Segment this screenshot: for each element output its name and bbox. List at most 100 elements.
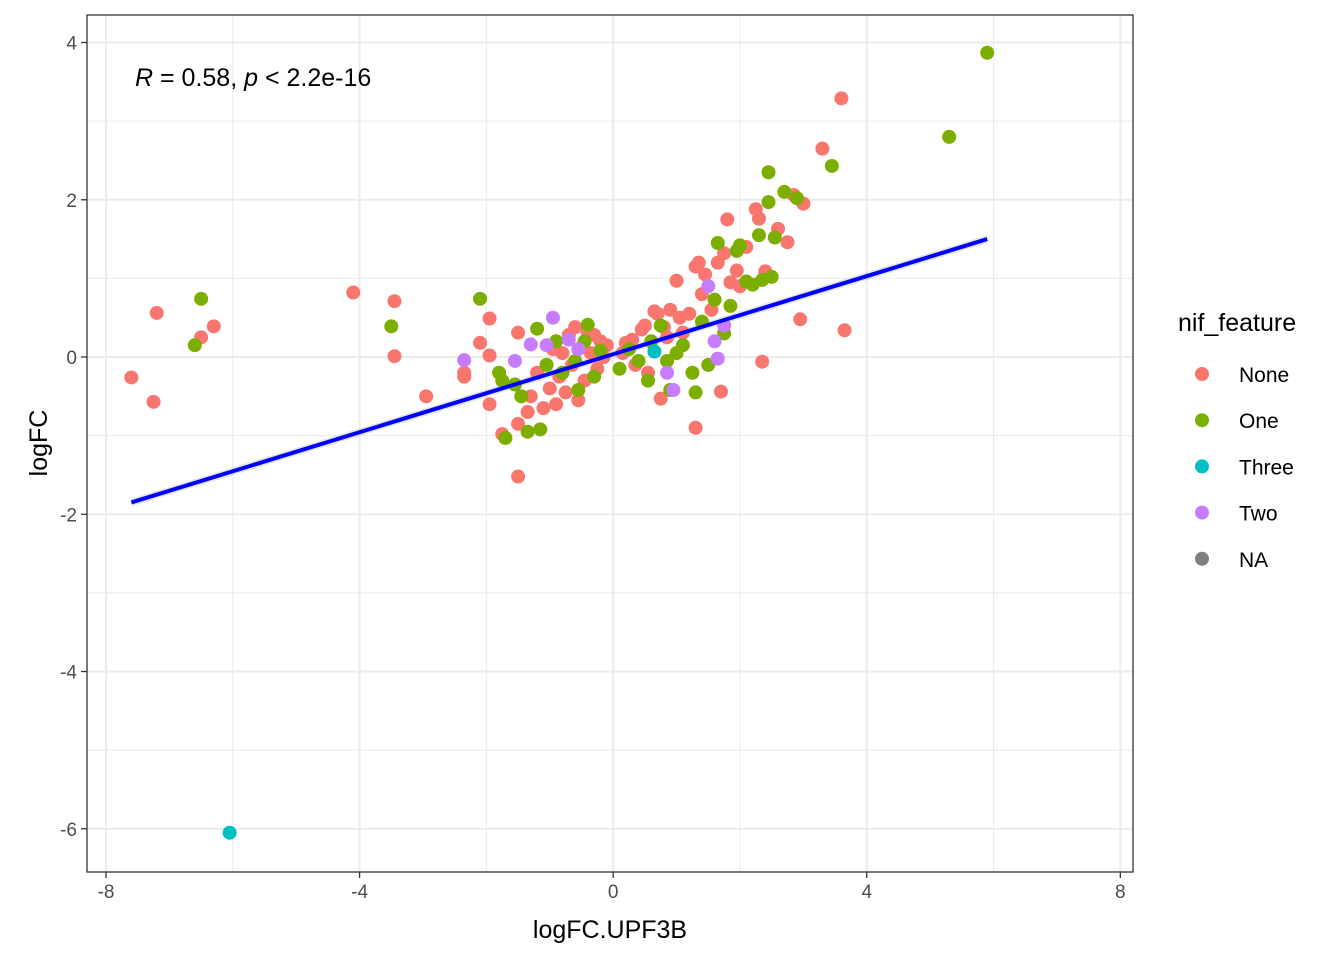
point-two <box>561 332 576 347</box>
legend-label-one: One <box>1239 410 1279 433</box>
plot-border <box>86 14 1134 873</box>
point-one <box>761 195 776 210</box>
point-two <box>523 337 538 352</box>
points-layer <box>124 45 995 840</box>
point-none <box>682 306 697 321</box>
point-one <box>764 269 779 284</box>
point-none <box>815 141 830 156</box>
legend-key-none <box>1195 367 1209 381</box>
legend-key-one <box>1195 413 1209 428</box>
r-symbol: R <box>135 64 153 92</box>
point-one <box>194 291 209 306</box>
point-none <box>482 397 497 412</box>
p-symbol: p <box>243 64 258 92</box>
point-one <box>631 353 646 368</box>
legend-title: nif_feature <box>1178 309 1296 337</box>
point-one <box>707 292 722 307</box>
point-none <box>482 348 497 363</box>
p-value: < 2.2e-16 <box>258 64 371 92</box>
point-none <box>558 385 573 400</box>
legend-key-three <box>1195 459 1209 474</box>
point-one <box>675 338 690 353</box>
point-two <box>707 334 722 349</box>
y-axis-title: logFC <box>25 410 53 477</box>
point-none <box>637 318 652 333</box>
point-one <box>790 191 805 206</box>
point-none <box>837 323 852 338</box>
x-tick-label: 4 <box>861 882 872 903</box>
point-one <box>732 238 747 253</box>
point-one <box>660 353 675 368</box>
legend-label-none: None <box>1239 364 1289 387</box>
point-two <box>457 353 472 368</box>
point-one <box>473 291 488 306</box>
y-tick-label: 4 <box>66 34 77 55</box>
y-tick-label: -6 <box>60 820 77 841</box>
point-none <box>473 335 488 350</box>
point-one <box>587 369 602 384</box>
legend-key-two <box>1195 505 1209 520</box>
point-none <box>387 349 402 364</box>
x-axis-title: logFC.UPF3B <box>533 916 687 944</box>
point-three <box>222 825 237 840</box>
point-none <box>146 394 161 409</box>
point-two <box>660 365 675 380</box>
point-one <box>539 357 554 372</box>
point-one <box>530 321 545 336</box>
point-one <box>688 385 703 400</box>
point-one <box>520 424 535 439</box>
x-tick-label: -8 <box>98 882 115 903</box>
legend-key-na <box>1195 551 1209 566</box>
point-two <box>545 310 560 325</box>
x-tick-label: -4 <box>351 882 368 903</box>
point-one <box>514 389 529 404</box>
point-two <box>666 383 681 398</box>
point-none <box>780 235 795 250</box>
point-one <box>498 430 513 445</box>
point-one <box>495 373 510 388</box>
point-none <box>669 273 684 288</box>
point-none <box>511 325 526 340</box>
point-one <box>653 318 668 333</box>
point-one <box>942 129 957 144</box>
legend-label-three: Three <box>1239 456 1294 479</box>
point-one <box>777 184 792 199</box>
point-one <box>685 365 700 380</box>
point-none <box>729 263 744 278</box>
point-none <box>511 416 526 431</box>
point-one <box>593 343 608 358</box>
point-none <box>124 370 139 385</box>
point-none <box>720 212 735 227</box>
point-none <box>346 285 361 300</box>
point-one <box>612 361 627 376</box>
point-none <box>206 319 221 334</box>
point-none <box>653 391 668 406</box>
x-tick-label: 8 <box>1115 882 1126 903</box>
point-none <box>713 384 728 399</box>
point-none <box>419 389 434 404</box>
point-three <box>647 344 662 359</box>
point-none <box>688 420 703 435</box>
legend: nif_feature None One Three Two NA <box>1178 309 1296 572</box>
point-one <box>751 228 766 243</box>
point-none <box>482 311 497 326</box>
point-one <box>824 158 839 173</box>
axes: -8 -4 0 4 8 -6 -4 -2 0 2 4 <box>60 34 1126 903</box>
point-one <box>571 383 586 398</box>
plot-background <box>87 15 1133 872</box>
point-none <box>751 211 766 226</box>
legend-label-two: Two <box>1239 503 1278 526</box>
y-tick-label: -4 <box>60 663 77 684</box>
point-none <box>834 91 849 106</box>
point-two <box>507 353 522 368</box>
regression-line <box>130 237 988 505</box>
point-two <box>539 338 554 353</box>
point-one <box>723 298 738 313</box>
y-tick-label: 2 <box>66 191 77 212</box>
y-tick-label: -2 <box>60 505 77 526</box>
point-one <box>533 422 548 437</box>
point-two <box>710 351 725 366</box>
point-none <box>549 397 564 412</box>
point-none <box>149 305 164 320</box>
